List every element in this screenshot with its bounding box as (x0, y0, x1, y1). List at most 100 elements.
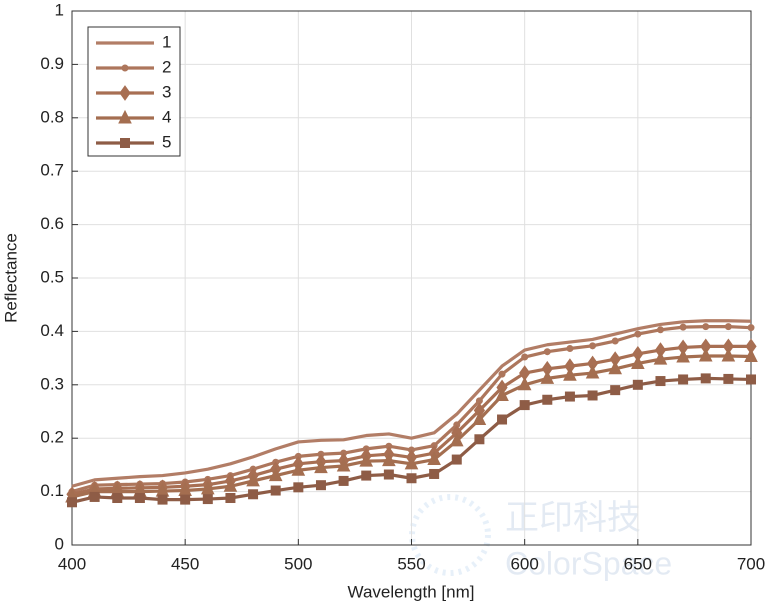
marker (134, 493, 145, 504)
marker (700, 373, 711, 384)
marker (563, 367, 577, 381)
marker (268, 467, 283, 482)
marker (293, 482, 304, 493)
y-tick-label: 0.2 (40, 428, 64, 447)
marker (118, 109, 132, 124)
marker (632, 379, 643, 390)
marker (723, 373, 734, 384)
marker (338, 475, 349, 486)
marker (497, 414, 508, 425)
marker (517, 376, 532, 391)
marker (223, 478, 238, 492)
marker (404, 455, 419, 470)
marker (498, 370, 506, 378)
marker (180, 494, 191, 505)
marker (120, 138, 130, 148)
y-tick-label: 0.1 (40, 481, 64, 500)
marker (587, 390, 598, 401)
marker (608, 360, 623, 375)
legend-label: 3 (162, 82, 171, 101)
marker (698, 347, 713, 362)
marker (634, 330, 642, 338)
marker (200, 480, 215, 495)
y-tick-label: 0.8 (40, 107, 64, 126)
marker (248, 489, 259, 500)
marker (653, 351, 668, 365)
marker (474, 434, 485, 445)
marker (89, 491, 100, 502)
marker (540, 370, 555, 384)
marker (495, 387, 509, 401)
marker (543, 348, 551, 356)
y-tick-label: 0.5 (40, 267, 64, 286)
marker (246, 472, 260, 487)
x-tick-label: 450 (171, 554, 199, 573)
x-tick-label: 600 (510, 554, 538, 573)
x-tick-label: 700 (737, 554, 765, 573)
watermark-text: ColorSpace (505, 545, 672, 581)
x-tick-label: 650 (624, 554, 652, 573)
y-tick-label: 0 (55, 534, 64, 553)
y-tick-label: 1 (55, 0, 64, 19)
marker (744, 348, 758, 362)
y-axis-label: Reflectance (1, 233, 20, 323)
watermark-logo (409, 494, 491, 576)
marker (361, 470, 372, 481)
x-tick-label: 400 (58, 554, 86, 573)
legend-label: 5 (162, 132, 171, 151)
marker (585, 364, 600, 379)
marker (676, 348, 690, 363)
y-tick-label: 0.7 (40, 161, 64, 180)
marker (631, 355, 645, 369)
marker (336, 457, 351, 472)
marker (656, 326, 664, 334)
legend-label: 1 (162, 32, 171, 51)
marker (564, 391, 575, 402)
marker (359, 453, 374, 467)
marker (314, 459, 328, 474)
marker (747, 324, 755, 332)
y-tick-label: 0.4 (40, 321, 64, 340)
marker (611, 337, 619, 345)
marker (112, 493, 123, 504)
marker (519, 400, 530, 411)
x-axis-label: Wavelength [nm] (348, 582, 475, 601)
marker (427, 451, 441, 466)
marker (121, 64, 129, 72)
marker (382, 452, 396, 467)
marker (679, 323, 687, 331)
x-tick-label: 550 (397, 554, 425, 573)
watermark: 正印科技 ColorSpace (409, 494, 672, 581)
marker (521, 353, 529, 361)
marker (589, 342, 597, 350)
watermark-text: 正印科技 (505, 499, 641, 537)
legend-label: 2 (162, 57, 171, 76)
plot-frame (71, 10, 752, 546)
marker (225, 493, 236, 504)
marker (202, 494, 213, 505)
y-tick-label: 0.6 (40, 214, 64, 233)
marker (655, 376, 666, 387)
marker (610, 385, 621, 396)
marker (383, 469, 394, 480)
marker (157, 494, 168, 505)
marker (291, 462, 306, 476)
marker (429, 468, 440, 479)
marker (472, 411, 487, 426)
marker (702, 323, 710, 331)
y-tick-label: 0.3 (40, 374, 64, 393)
marker (406, 473, 417, 484)
marker (678, 374, 689, 385)
marker (451, 454, 462, 465)
marker (566, 344, 574, 352)
y-tick-label: 0.9 (40, 54, 64, 73)
marker (724, 323, 732, 331)
marker (542, 394, 553, 405)
marker (67, 497, 77, 508)
series-line (71, 319, 752, 488)
marker (721, 347, 736, 362)
marker (270, 485, 281, 496)
marker (746, 374, 756, 385)
marker (449, 432, 464, 447)
